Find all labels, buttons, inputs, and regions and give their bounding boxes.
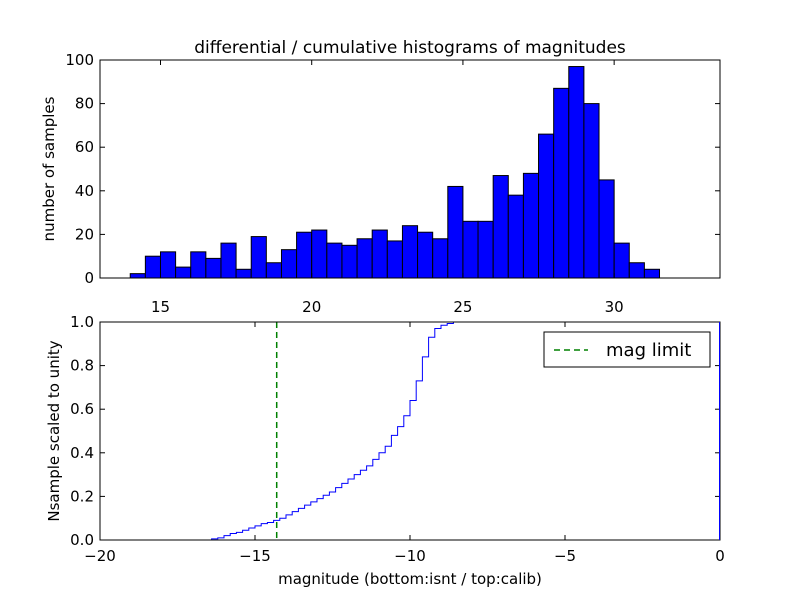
histogram-bar bbox=[643, 268, 661, 279]
legend: mag limit bbox=[543, 331, 711, 368]
histogram-ytick-label: 60 bbox=[75, 138, 94, 156]
histogram-bar bbox=[175, 266, 192, 279]
histogram-bar bbox=[507, 194, 524, 279]
histogram-bar bbox=[477, 220, 494, 279]
cumulative-ylabel: Nsample scaled to unity bbox=[45, 340, 63, 521]
legend-mag-limit-label: mag limit bbox=[606, 340, 691, 361]
histogram-bar bbox=[220, 242, 237, 279]
cumulative-xtick-label: −10 bbox=[394, 547, 426, 565]
chart-title: differential / cumulative histograms of … bbox=[194, 38, 626, 58]
histogram-ytick-label: 80 bbox=[75, 95, 94, 113]
histogram-bar bbox=[492, 175, 509, 279]
histogram-bar bbox=[235, 268, 252, 279]
histogram-ytick-label: 20 bbox=[75, 225, 94, 243]
histogram-bar bbox=[553, 87, 570, 279]
histogram-bar bbox=[417, 231, 434, 279]
histogram-bar bbox=[144, 255, 161, 279]
cumulative-xtick-label: −5 bbox=[554, 547, 576, 565]
cumulative-xlabel: magnitude (bottom:isnt / top:calib) bbox=[278, 570, 542, 588]
histogram-bar bbox=[341, 244, 358, 279]
histogram-bar bbox=[326, 242, 343, 279]
histogram-ytick-label: 100 bbox=[65, 51, 94, 69]
cumulative-panel: −20 −15 −10 −5 0 0.0 0.2 0.4 0.6 0.8 1.0 magnitude… bbox=[45, 313, 725, 588]
histogram-xtick-label: 25 bbox=[453, 298, 472, 316]
cumulative-ytick-label: 1.0 bbox=[70, 313, 94, 331]
cumulative-xtick-label: −20 bbox=[84, 547, 116, 565]
histogram-bar bbox=[613, 242, 630, 279]
histogram-bar bbox=[356, 238, 373, 279]
cumulative-ytick-label: 0.6 bbox=[70, 400, 94, 418]
histogram-bar bbox=[583, 103, 600, 279]
histogram-bar bbox=[296, 231, 313, 279]
histogram-bar bbox=[129, 273, 146, 279]
histogram-panel: 15 20 25 30 0 20 40 60 80 100 number of samples bbox=[40, 51, 721, 316]
histogram-bar bbox=[190, 251, 207, 279]
histogram-xtick-label: 30 bbox=[605, 298, 624, 316]
legend-box bbox=[543, 331, 711, 368]
histogram-bar bbox=[462, 220, 479, 279]
histogram-xtick-label: 20 bbox=[302, 298, 321, 316]
histogram-bar bbox=[205, 257, 222, 279]
histogram-ticks: 15 20 25 30 0 20 40 60 80 100 bbox=[65, 51, 720, 316]
cumulative-ytick-label: 0.0 bbox=[70, 531, 94, 549]
cumulative-xtick-label: 0 bbox=[715, 547, 725, 565]
histogram-ytick-label: 40 bbox=[75, 182, 94, 200]
histogram-bar bbox=[538, 133, 555, 279]
histogram-bar bbox=[265, 262, 282, 279]
histogram-axes-frame bbox=[99, 59, 721, 279]
cumulative-ytick-label: 0.4 bbox=[70, 444, 94, 462]
histogram-ylabel: number of samples bbox=[40, 96, 58, 241]
histogram-bar bbox=[280, 249, 298, 279]
histogram-bar bbox=[371, 229, 388, 279]
histogram-bar bbox=[522, 172, 540, 279]
cumulative-ytick-label: 0.2 bbox=[70, 487, 94, 505]
histogram-bar bbox=[386, 240, 403, 279]
histogram-bar bbox=[401, 225, 419, 279]
histogram-bar bbox=[159, 251, 177, 279]
histogram-bar bbox=[568, 66, 585, 279]
cumulative-ticks: −20 −15 −10 −5 0 0.0 0.2 0.4 0.6 0.8 1.0 bbox=[70, 313, 725, 565]
cumulative-ytick-label: 0.8 bbox=[70, 357, 94, 375]
histogram-bar bbox=[250, 236, 267, 279]
histogram-bar bbox=[432, 238, 449, 279]
histogram-bar bbox=[628, 262, 645, 279]
cumulative-step-line bbox=[100, 321, 720, 541]
histogram-xtick-label: 15 bbox=[151, 298, 170, 316]
histogram-bar bbox=[447, 185, 464, 279]
histogram-bar bbox=[311, 229, 328, 279]
histogram-ytick-label: 0 bbox=[84, 269, 94, 287]
histogram-bar bbox=[598, 179, 615, 279]
cumulative-xtick-label: −15 bbox=[239, 547, 271, 565]
